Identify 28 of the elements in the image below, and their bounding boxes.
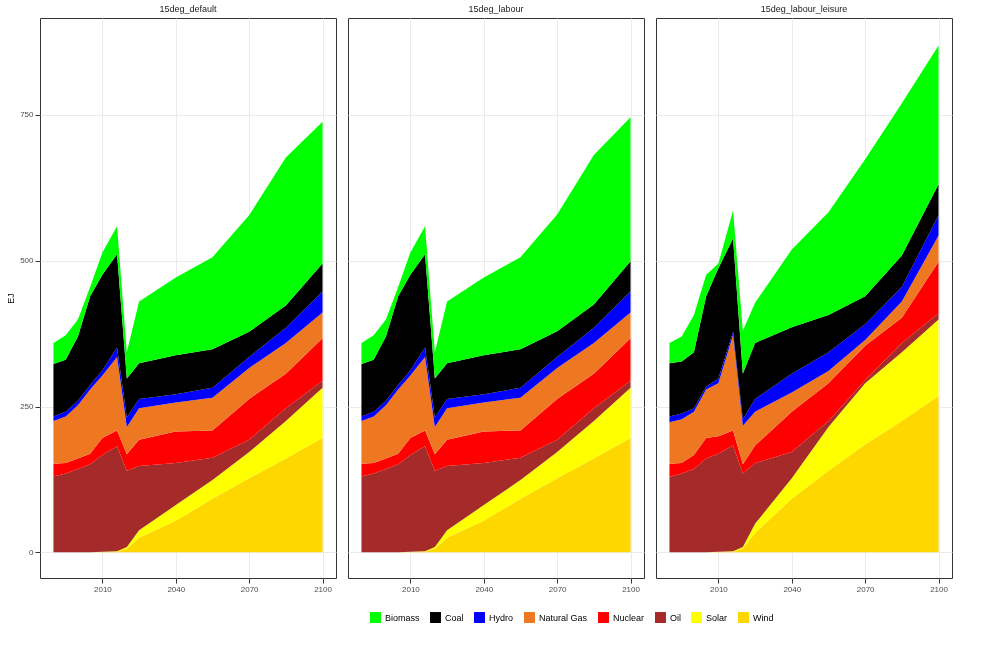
x-tick-label: 2010 xyxy=(401,584,421,594)
chart-title: 15deg_default xyxy=(159,4,218,14)
x-tick-label: 2070 xyxy=(856,584,876,594)
y-tick-label: 250 xyxy=(20,402,35,411)
x-tick-label: 2040 xyxy=(475,584,494,594)
chart-title: 15deg_labour_leisure xyxy=(760,4,848,14)
x-tick-label: 2040 xyxy=(167,584,186,594)
x-tick-label: 2100 xyxy=(930,584,949,594)
x-tick-label: 2010 xyxy=(709,584,729,594)
x-tick-label: 2040 xyxy=(783,584,802,594)
legend-label: Nuclear xyxy=(613,612,645,623)
legend-label: Wind xyxy=(753,612,774,623)
legend-label: Solar xyxy=(706,612,728,623)
legend-label: Natural Gas xyxy=(539,612,588,623)
legend-label: Coal xyxy=(445,612,464,623)
x-tick-label: 2100 xyxy=(314,584,333,594)
y-tick-label: 500 xyxy=(20,256,35,266)
chart-title: 15deg_labour xyxy=(468,4,524,14)
y-axis-title: EJ xyxy=(6,293,17,304)
x-tick-label: 2100 xyxy=(622,584,641,594)
legend-label: Biomass xyxy=(385,612,421,623)
x-tick-label: 2010 xyxy=(93,584,113,594)
x-tick-label: 2070 xyxy=(240,584,260,594)
legend-label: Hydro xyxy=(489,612,514,623)
y-tick-label: 750 xyxy=(20,110,35,120)
legend-label: Oil xyxy=(670,612,681,623)
x-tick-label: 2070 xyxy=(548,584,568,594)
y-tick-label: 0 xyxy=(29,547,35,557)
